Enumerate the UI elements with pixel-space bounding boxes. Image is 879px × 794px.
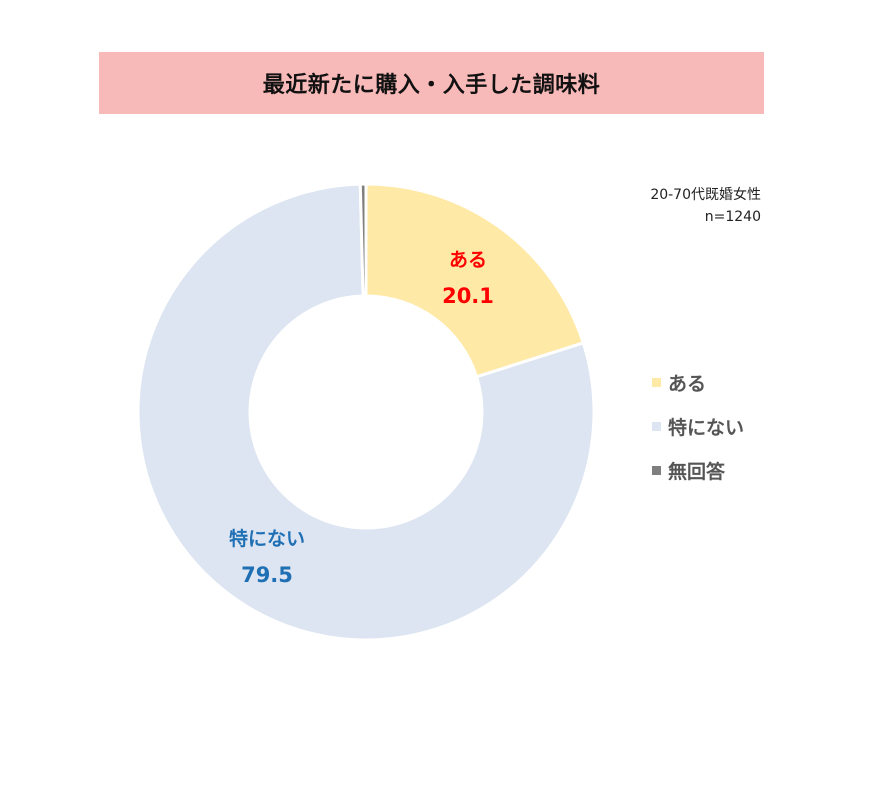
legend-label-aru: ある (668, 372, 707, 395)
sample-note: 20-70代既婚女性 n=1240 (650, 184, 761, 228)
slice-label-aru-name: ある (448, 249, 487, 271)
legend-item-mukaitou: 無回答 (652, 448, 744, 492)
legend-swatch-aru (652, 377, 661, 387)
legend-label-mukaitou: 無回答 (668, 460, 726, 483)
slice-label-tokuninai-name: 特にない (228, 528, 305, 550)
slice-label-tokuninai: 特にない 79.5 (217, 524, 317, 587)
donut-slice-1 (136, 182, 596, 642)
legend-item-tokuninai: 特にない (652, 404, 744, 448)
donut-slice-0 (364, 182, 586, 379)
chart-title: 最近新たに購入・入手した調味料 (262, 73, 601, 98)
legend-label-tokuninai: 特にない (668, 416, 745, 439)
slice-label-aru-value: 20.1 (442, 284, 494, 308)
slice-label-tokuninai-value: 79.5 (241, 563, 293, 587)
chart-legend: ある 特にない 無回答 (652, 360, 744, 492)
slice-label-aru: ある 20.1 (428, 245, 508, 308)
legend-swatch-mukaitou (652, 465, 661, 475)
sample-note-n: n=1240 (704, 209, 761, 225)
donut-slices (136, 182, 596, 642)
legend-swatch-tokuninai (652, 421, 661, 431)
sample-note-population: 20-70代既婚女性 (650, 187, 761, 203)
legend-item-aru: ある (652, 360, 744, 404)
chart-title-banner: 最近新たに購入・入手した調味料 (99, 52, 764, 114)
donut-slice-2 (358, 182, 368, 298)
